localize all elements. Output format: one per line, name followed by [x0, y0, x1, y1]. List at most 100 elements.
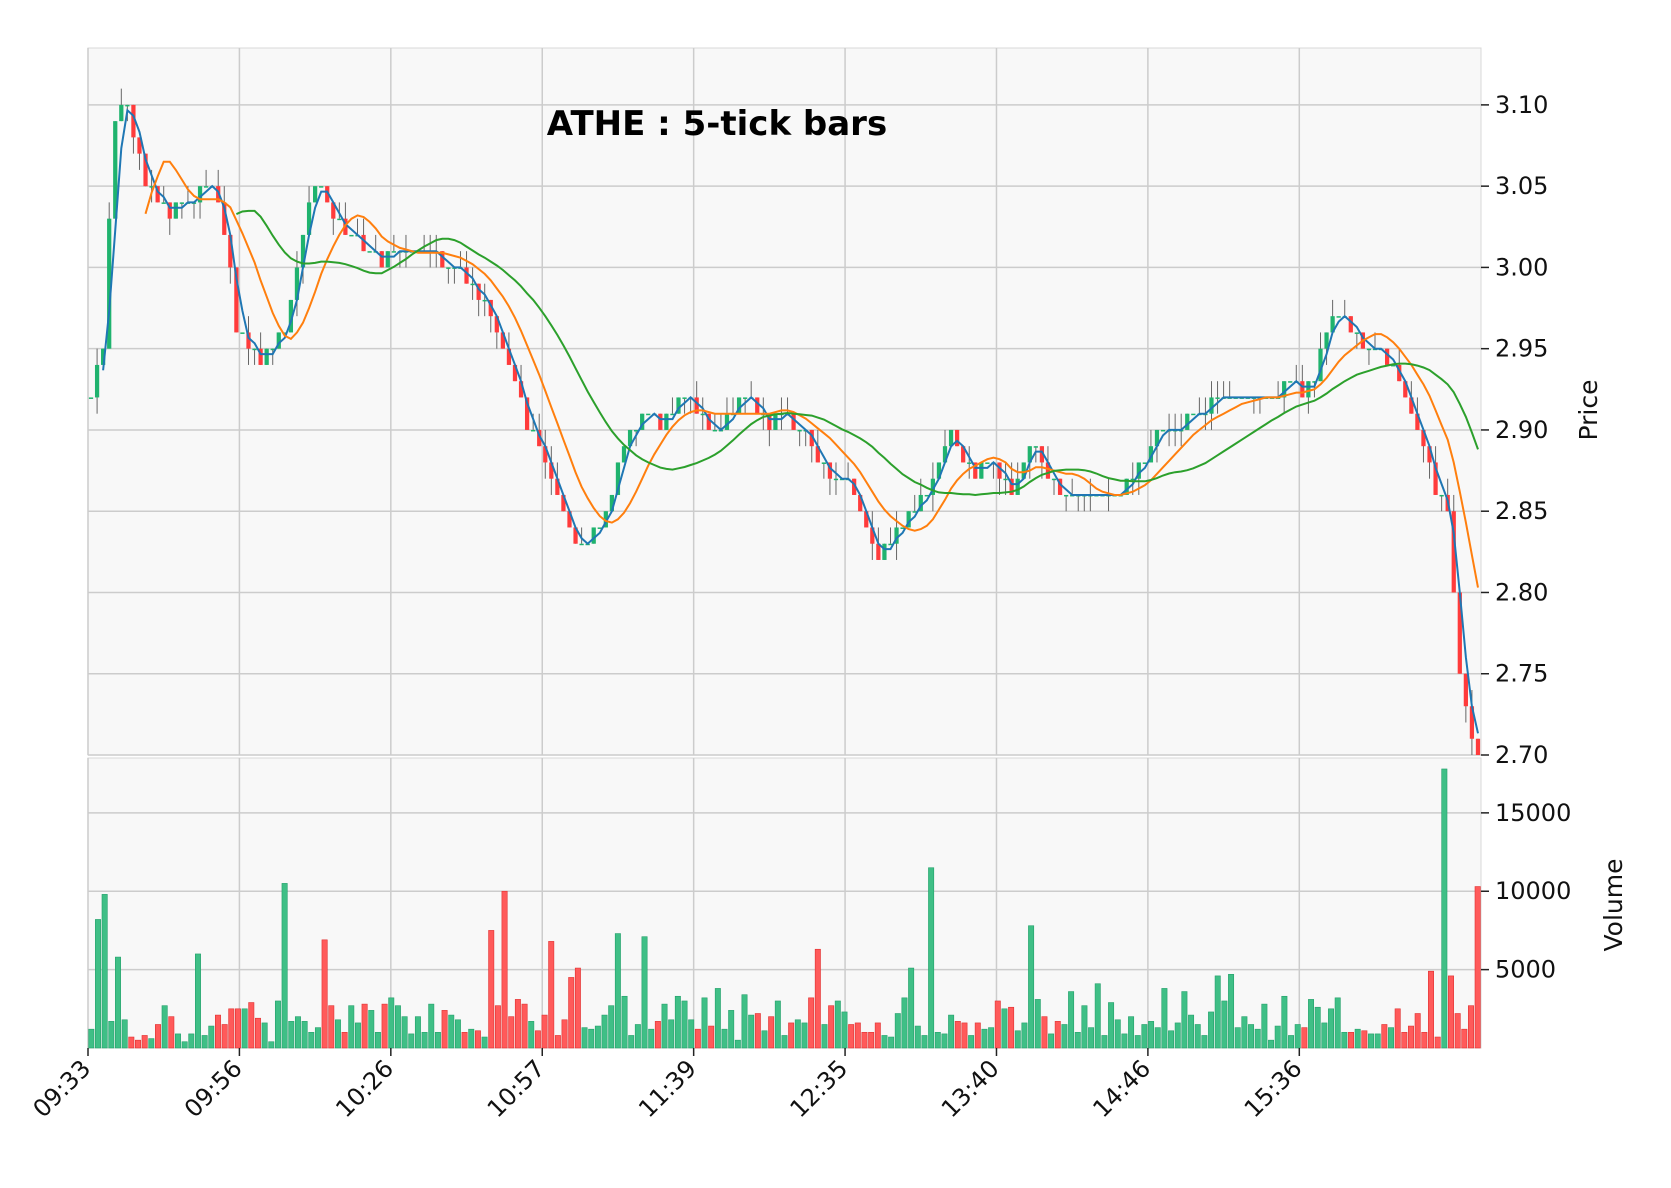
volume-bar — [488, 930, 495, 1049]
candle-body — [876, 543, 881, 560]
volume-bar — [854, 1022, 861, 1049]
candle-body — [137, 137, 142, 154]
volume-bar — [261, 1022, 268, 1049]
price-tick-label: 2.80 — [1495, 578, 1548, 606]
volume-bar — [881, 1035, 888, 1049]
candle-body — [658, 413, 663, 430]
volume-bar — [221, 1024, 228, 1049]
candle-body — [706, 413, 711, 430]
candle-body — [1366, 348, 1372, 351]
volume-bar — [115, 956, 121, 1049]
volume-bar — [614, 933, 621, 1049]
candle-body — [125, 104, 130, 107]
volume-bar — [1314, 1006, 1321, 1049]
volume-bar — [1148, 1021, 1155, 1049]
price-tick-label: 2.95 — [1495, 335, 1548, 363]
volume-bar — [1174, 1022, 1181, 1049]
volume-bar — [381, 1003, 388, 1049]
candle-body — [1282, 381, 1287, 398]
candle-body — [1057, 478, 1063, 495]
candle-body — [1427, 446, 1432, 463]
volume-bar — [694, 1028, 701, 1049]
candle-body — [567, 511, 572, 528]
volume-bar — [354, 1022, 361, 1049]
volume-bar — [541, 1014, 548, 1049]
candle-body — [94, 364, 100, 398]
candle-body — [143, 153, 148, 187]
candle-body — [833, 478, 839, 481]
volume-bar — [861, 1032, 868, 1049]
candle-body — [1015, 478, 1020, 495]
candle-body — [682, 397, 687, 399]
candle-body — [1148, 446, 1154, 463]
volume-bar — [1154, 1027, 1161, 1049]
volume-bar — [361, 1003, 368, 1049]
candle-body — [1288, 381, 1293, 383]
volume-bar — [1248, 1024, 1255, 1049]
volume-bar — [248, 1002, 255, 1049]
moving-average-3 — [102, 108, 1479, 734]
candle-body — [736, 397, 742, 414]
volume-bar — [334, 1019, 341, 1049]
candle-body — [222, 202, 227, 235]
candle-body — [1385, 348, 1390, 365]
volume-bar — [528, 1021, 535, 1049]
volume-bar — [288, 1021, 295, 1049]
volume-bar — [768, 1016, 775, 1049]
candle-body — [107, 218, 112, 349]
volume-bar — [1308, 999, 1315, 1049]
volume-bar — [1094, 983, 1101, 1049]
price-tick-label: 2.70 — [1495, 741, 1548, 769]
volume-bar — [988, 1027, 995, 1049]
candle-body — [821, 462, 826, 464]
volume-bar — [928, 867, 935, 1049]
candle-body — [349, 234, 354, 237]
candle-body — [1409, 397, 1414, 414]
volume-bar — [454, 1019, 461, 1049]
volume-bar — [188, 1033, 195, 1049]
volume-axis-label: Volume — [1599, 859, 1628, 952]
candle-body — [543, 446, 548, 463]
candle-body — [1064, 494, 1069, 497]
volume-bar — [841, 1011, 848, 1049]
price-tick-label: 3.10 — [1495, 91, 1548, 119]
volume-bar — [568, 977, 575, 1049]
candle-body — [173, 202, 178, 219]
candle-body — [815, 446, 820, 463]
price-axis-label: Price — [1574, 380, 1603, 441]
volume-bar — [1348, 1032, 1354, 1049]
volume-bar — [135, 1039, 141, 1049]
volume-bar — [428, 1003, 435, 1049]
volume-bar — [921, 1035, 928, 1049]
volume-bar — [674, 995, 681, 1049]
volume-bar — [848, 1024, 855, 1049]
candle-body — [1312, 381, 1317, 383]
volume-bar — [461, 1032, 468, 1049]
volume-bar — [754, 1013, 761, 1049]
candle-body — [561, 494, 566, 512]
volume-bar — [254, 1017, 261, 1049]
volume-bar — [741, 994, 748, 1049]
candle-body — [1354, 332, 1359, 334]
candle-body — [113, 121, 118, 219]
volume-bar — [328, 1005, 335, 1049]
volume-axis: 5000 10000 15000 — [1481, 799, 1571, 984]
volume-bar — [1381, 1024, 1388, 1049]
volume-bar — [648, 1028, 655, 1049]
volume-bar — [301, 1021, 308, 1049]
volume-bar — [1081, 1005, 1088, 1049]
candle-body — [1469, 706, 1475, 739]
candle-body — [1130, 478, 1135, 481]
volume-bar — [934, 1032, 941, 1049]
volume-bar — [601, 1014, 608, 1049]
price-axis: 3.10 3.05 3.00 2.95 2.90 2.85 2.80 2.75 2.70 — [1481, 91, 1548, 769]
volume-bar — [394, 1005, 401, 1049]
volume-bar — [514, 999, 521, 1049]
candle-body — [755, 397, 760, 414]
candle-body — [603, 511, 608, 528]
volume-bar — [208, 1025, 215, 1049]
volume-bar — [1021, 1022, 1028, 1049]
volume-bar — [774, 1000, 781, 1049]
volume-bar — [661, 1003, 668, 1049]
candle-body — [1051, 478, 1057, 481]
